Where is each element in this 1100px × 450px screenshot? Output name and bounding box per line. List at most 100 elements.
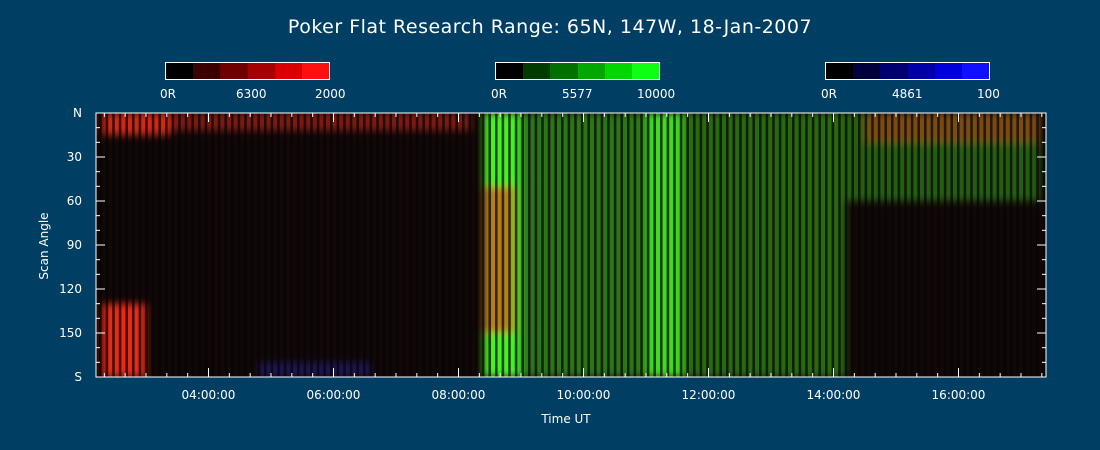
- scan-stripe: [389, 113, 392, 377]
- scan-stripe: [376, 113, 379, 377]
- scan-stripe: [349, 113, 353, 377]
- scan-stripe: [138, 113, 142, 377]
- scan-stripe: [805, 113, 808, 377]
- scan-stripe: [904, 113, 907, 377]
- y-tick-label: 30: [67, 150, 82, 164]
- scan-stripe: [620, 113, 623, 377]
- scan-stripe: [897, 113, 901, 377]
- scan-stripe: [673, 113, 676, 377]
- scan-stripe: [1029, 113, 1033, 377]
- scan-stripe: [528, 113, 531, 377]
- scan-stripe: [930, 113, 934, 377]
- scan-stripe: [567, 113, 571, 377]
- chart-title: Poker Flat Research Range: 65N, 147W, 18…: [287, 16, 813, 38]
- scan-stripe: [211, 113, 214, 377]
- scan-stripe: [745, 113, 749, 377]
- colorbar-4861-min-label: 0R: [821, 87, 837, 101]
- plot-area: [96, 113, 1046, 377]
- y-tick-label: N: [73, 106, 82, 120]
- colorbar-4861-gradient: [825, 62, 990, 80]
- colorbar-5577-swatch: [523, 63, 551, 79]
- scan-stripe: [244, 113, 247, 377]
- colorbar-5577: 0R 5577 10000: [491, 62, 675, 101]
- scan-stripe: [501, 113, 505, 377]
- scan-stripe: [844, 113, 848, 377]
- scan-stripe: [1016, 113, 1019, 377]
- scan-stripe: [224, 113, 227, 377]
- scan-stripe: [759, 113, 762, 377]
- x-tick-label: 08:00:00: [432, 388, 486, 402]
- scan-stripe: [851, 113, 854, 377]
- scan-stripe: [198, 113, 201, 377]
- scan-stripe: [699, 113, 703, 377]
- colorbar-6300: 0R 6300 2000: [160, 62, 346, 101]
- scan-stripe: [158, 113, 161, 377]
- scan-stripe: [396, 113, 399, 377]
- colorbar-6300-swatch: [301, 63, 330, 79]
- scan-stripe: [825, 113, 828, 377]
- scan-stripe: [719, 113, 722, 377]
- scan-stripe: [818, 113, 821, 377]
- colorbar-4861-mid-label: 4861: [892, 87, 923, 101]
- y-axis-title: Scan Angle: [37, 212, 51, 279]
- scan-stripe: [831, 113, 835, 377]
- y-tick-label: 150: [59, 326, 82, 340]
- scan-stripe: [983, 113, 986, 377]
- colorbar-4861-swatch: [880, 63, 908, 79]
- scan-stripe: [132, 113, 135, 377]
- scan-stripe: [811, 113, 815, 377]
- scan-stripe: [369, 113, 373, 377]
- scan-stripe: [798, 113, 802, 377]
- y-tick-label: 120: [59, 282, 82, 296]
- scan-stripe: [646, 113, 650, 377]
- colorbar-4861-swatch: [907, 63, 935, 79]
- scan-stripe: [250, 113, 254, 377]
- colorbar-5577-swatch: [604, 63, 632, 79]
- scan-stripe: [640, 113, 643, 377]
- scan-stripe: [633, 113, 637, 377]
- scan-stripe: [402, 113, 406, 377]
- scan-stripe: [541, 113, 544, 377]
- scan-stripe: [594, 113, 597, 377]
- scan-stripe: [712, 113, 716, 377]
- scan-stripe: [864, 113, 868, 377]
- x-tick-label: 06:00:00: [307, 388, 361, 402]
- scan-stripe: [105, 113, 109, 377]
- scan-stripe: [561, 113, 564, 377]
- scan-stripe: [442, 113, 445, 377]
- scan-stripe: [792, 113, 795, 377]
- scan-stripe: [145, 113, 148, 377]
- scan-stripe: [574, 113, 577, 377]
- scan-stripe: [963, 113, 967, 377]
- scan-stripe: [990, 113, 993, 377]
- scan-stripe: [996, 113, 1000, 377]
- scan-stripe: [429, 113, 432, 377]
- scan-stripe: [554, 113, 557, 377]
- scan-stripe: [204, 113, 208, 377]
- scan-stripe: [231, 113, 234, 377]
- scan-stripes: [99, 113, 1046, 377]
- colorbar-5577-swatch: [631, 63, 660, 79]
- scan-stripe: [660, 113, 663, 377]
- scan-stripe: [607, 113, 610, 377]
- scan-stripe: [957, 113, 960, 377]
- scan-stripe: [448, 113, 452, 377]
- scan-stripe: [752, 113, 755, 377]
- scan-stripe: [950, 113, 953, 377]
- scan-stripe: [475, 113, 478, 377]
- x-tick-label: 16:00:00: [932, 388, 986, 402]
- scan-stripe: [891, 113, 894, 377]
- scan-stripe: [508, 113, 511, 377]
- scan-stripe: [976, 113, 980, 377]
- scan-stripe: [270, 113, 274, 377]
- scan-stripe: [514, 113, 518, 377]
- scan-stripe: [910, 113, 914, 377]
- scan-stripe: [772, 113, 775, 377]
- emission-red-band: [171, 113, 471, 131]
- scan-stripe: [171, 113, 175, 377]
- scan-stripe: [125, 113, 128, 377]
- scan-stripe: [118, 113, 122, 377]
- colorbar-5577-swatch: [550, 63, 578, 79]
- y-tick-label: S: [74, 370, 82, 384]
- scan-stripe: [343, 113, 346, 377]
